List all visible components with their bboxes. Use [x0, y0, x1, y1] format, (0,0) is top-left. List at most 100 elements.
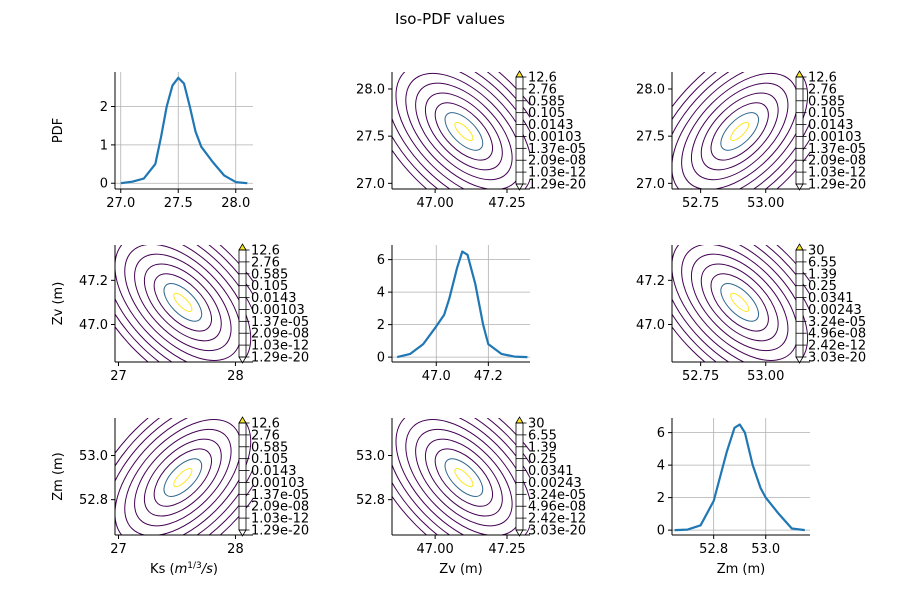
panel-p21: 306.551.390.250.03410.002433.24e-054.96e…: [356, 416, 586, 577]
y-axis-label: Zv (m): [51, 282, 66, 326]
pdf-curve: [674, 423, 805, 532]
contour-level: [720, 283, 760, 322]
contour-level: [392, 72, 530, 189]
colorbar-label: 2.76: [528, 82, 557, 97]
colorbar-label: 4.96e-08: [528, 500, 586, 515]
colorbar-label: 2.76: [251, 428, 280, 443]
contour-level: [444, 112, 484, 151]
contour-level: [163, 283, 203, 322]
colorbar-label: 0.00243: [528, 476, 582, 491]
contour-level: [134, 253, 232, 352]
x-tick-label: 52.75: [682, 369, 719, 384]
y-tick-label: 0: [657, 524, 665, 539]
contour-level: [392, 418, 530, 535]
panel-p12: 306.551.390.250.03410.002433.24e-054.96e…: [636, 243, 866, 384]
contour-level: [124, 419, 242, 535]
colorbar: 12.62.760.5850.1050.01430.001031.37e-052…: [238, 243, 309, 366]
colorbar-label: 0.0143: [251, 464, 297, 479]
contour-level: [153, 273, 212, 332]
x-axis-label: Ks (m1/3/s): [150, 561, 218, 577]
colorbar: 12.62.760.5850.1050.01430.001031.37e-052…: [515, 70, 586, 193]
colorbar-label: 1.03e-12: [528, 166, 586, 181]
colorbar-label: 1.37e-05: [251, 488, 309, 503]
colorbar-label: 1.29e-20: [528, 178, 586, 193]
contour-level: [392, 418, 530, 535]
contour-level: [115, 245, 252, 362]
y-tick-label: 0: [377, 351, 385, 366]
contour-level: [700, 92, 779, 171]
colorbar-label: 2.42e-12: [528, 512, 586, 527]
figure-title: Iso-PDF values: [395, 10, 505, 28]
y-tick-label: 4: [377, 286, 385, 301]
colorbar-label: 1.03e-12: [251, 512, 309, 527]
x-tick-label: 52.75: [682, 196, 719, 211]
contour-level: [444, 458, 484, 497]
contour-level: [424, 438, 503, 517]
contour-level: [454, 468, 474, 488]
x-tick-label: 28: [227, 542, 244, 557]
panel-p00: 27.0 27.5 28.0 0 1 2 PDF: [51, 72, 253, 211]
contour-level: [115, 245, 253, 362]
colorbar: 306.551.390.250.03410.002433.24e-054.96e…: [795, 243, 866, 366]
colorbar-label: 0.105: [251, 279, 288, 294]
contour-level: [424, 92, 503, 171]
colorbar-label: 0.0143: [808, 118, 854, 133]
contour-level: [143, 263, 222, 342]
panel-p20: 12.62.760.5850.1050.01430.001031.37e-052…: [51, 416, 309, 577]
contour-level: [173, 468, 193, 488]
x-tick-label: 47.0: [422, 369, 451, 384]
colorbar-label: 3.03e-20: [808, 351, 866, 366]
contour-level: [434, 102, 493, 161]
colorbar-label: 12.6: [808, 71, 837, 86]
colorbar-label: 1.03e-12: [251, 339, 309, 354]
colorbar-label: 0.0341: [528, 464, 574, 479]
x-tick-label: 47.2: [474, 369, 503, 384]
contour-level: [153, 448, 212, 507]
colorbar-label: 1.39: [808, 267, 837, 282]
colorbar-label: 1.29e-20: [251, 351, 309, 366]
colorbar-label: 0.0341: [808, 291, 854, 306]
contour-level: [672, 245, 810, 362]
panel-p10: 12.62.760.5850.1050.01430.001031.37e-052…: [51, 243, 309, 384]
contour-level: [710, 273, 769, 332]
y-tick-label: 53.0: [79, 449, 108, 464]
x-axis-label: Zm (m): [717, 562, 766, 577]
y-tick-label: 47.0: [79, 318, 108, 333]
contour-level: [730, 121, 750, 142]
y-tick-label: 4: [657, 459, 665, 474]
contour-level: [115, 418, 253, 535]
x-tick-label: 47.00: [417, 196, 454, 211]
contour-level: [690, 253, 789, 352]
colorbar-label: 0.105: [528, 106, 565, 121]
y-axis-label: Zm (m): [51, 452, 66, 501]
contour-level: [392, 418, 530, 535]
colorbar-label: 30: [808, 244, 825, 259]
colorbar-label: 0.00103: [251, 476, 305, 491]
x-tick-label: 52.8: [699, 542, 728, 557]
contour-set: [392, 418, 530, 535]
contour-level: [690, 82, 789, 181]
colorbar-label: 1.03e-12: [808, 166, 866, 181]
contour-level: [672, 245, 810, 362]
x-tick-label: 47.25: [488, 196, 525, 211]
contour-level: [395, 418, 530, 535]
pdf-curve: [396, 250, 528, 359]
contour-set: [392, 72, 530, 189]
x-tick-label: 28.0: [221, 196, 250, 211]
colorbar-label: 30: [528, 417, 545, 432]
colorbar-label: 0.00103: [808, 130, 862, 145]
contour-level: [415, 82, 513, 181]
contour-level: [124, 245, 242, 361]
contour-level: [143, 438, 222, 517]
y-axis-label: PDF: [51, 118, 66, 143]
colorbar: 306.551.390.250.03410.002433.24e-054.96e…: [515, 416, 586, 539]
y-tick-label: 27.5: [636, 130, 665, 145]
colorbar-label: 0.585: [251, 267, 288, 282]
colorbar-label: 1.37e-05: [808, 142, 866, 157]
y-tick-label: 1: [100, 138, 108, 153]
contour-level: [405, 72, 523, 189]
contour-set: [672, 245, 810, 362]
colorbar-label: 1.29e-20: [251, 524, 309, 539]
colorbar-label: 0.0143: [528, 118, 574, 133]
